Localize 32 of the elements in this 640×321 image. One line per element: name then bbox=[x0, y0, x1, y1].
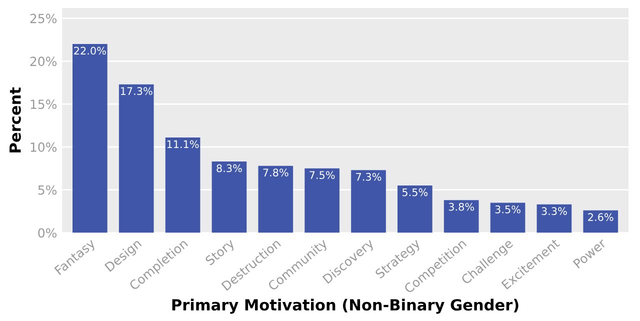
data-label: 3.8% bbox=[448, 202, 474, 211]
y-tick-label: 15% bbox=[30, 100, 57, 110]
bar bbox=[444, 200, 479, 233]
data-label: 7.8% bbox=[263, 168, 288, 176]
data-label: 8.3% bbox=[216, 164, 242, 172]
y-tick-label: 25% bbox=[30, 14, 57, 24]
y-tick-label: 20% bbox=[30, 56, 57, 66]
y-tick-label: 5% bbox=[38, 185, 57, 195]
y-tick-label: 10% bbox=[30, 142, 57, 152]
data-label: 17.3% bbox=[120, 87, 152, 95]
y-axis-title: Percent bbox=[10, 87, 21, 152]
data-label: 2.6% bbox=[588, 213, 614, 222]
data-label: 22.0% bbox=[74, 46, 106, 55]
data-label: 3.3% bbox=[542, 207, 567, 216]
bar bbox=[536, 204, 572, 233]
data-label: 7.3% bbox=[356, 172, 382, 181]
bar bbox=[72, 44, 108, 233]
bar bbox=[304, 168, 340, 233]
bar bbox=[258, 166, 294, 233]
bar bbox=[351, 170, 386, 233]
data-label: 3.5% bbox=[495, 205, 520, 214]
data-label: 5.5% bbox=[402, 188, 428, 196]
bar bbox=[490, 202, 526, 233]
bar bbox=[212, 162, 247, 233]
x-axis-title: Primary Motivation (Non-Binary Gender) bbox=[172, 298, 518, 314]
bar bbox=[165, 138, 200, 233]
bar bbox=[583, 210, 618, 233]
y-tick-label: 0% bbox=[38, 228, 57, 238]
data-label: 7.5% bbox=[310, 171, 335, 180]
bar bbox=[398, 186, 432, 233]
bar bbox=[118, 84, 154, 233]
data-label: 11.1% bbox=[167, 140, 199, 148]
